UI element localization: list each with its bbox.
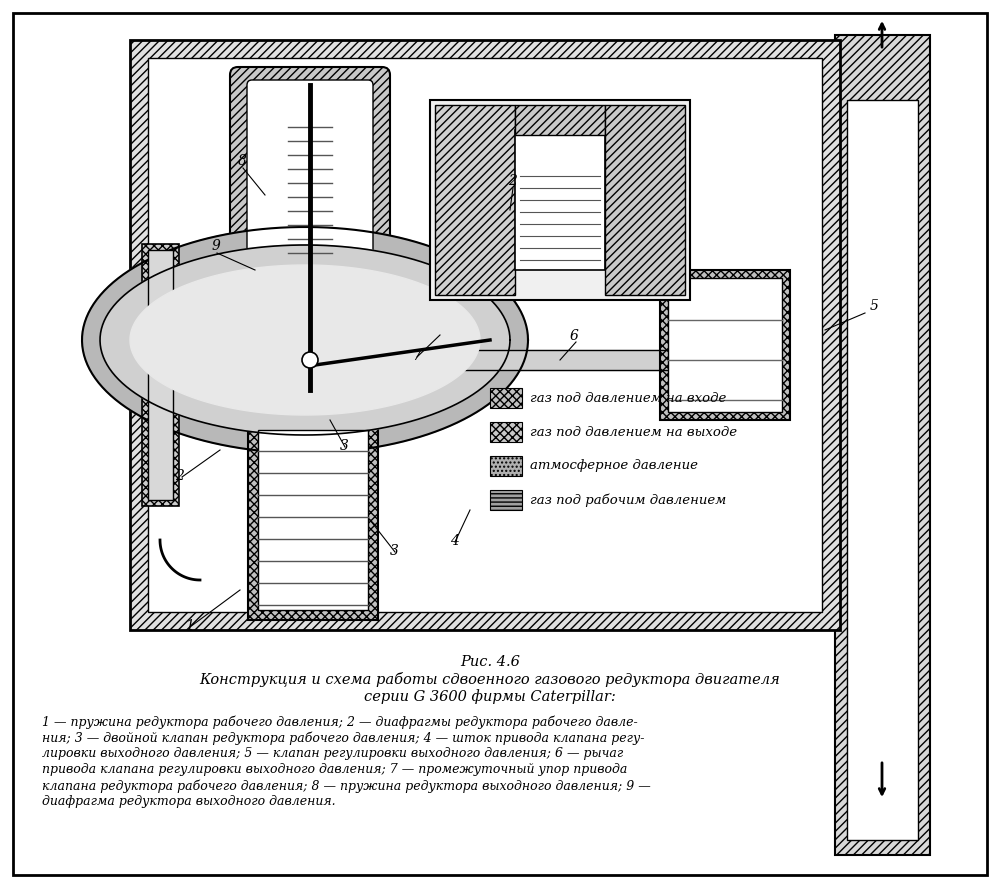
Text: 5: 5 bbox=[870, 299, 879, 313]
Text: 3: 3 bbox=[340, 439, 349, 453]
Text: лировки выходного давления; 5 — клапан регулировки выходного давления; 6 — рычаг: лировки выходного давления; 5 — клапан р… bbox=[42, 747, 623, 760]
Bar bbox=[148, 250, 173, 500]
Text: газ под давлением на выходе: газ под давлением на выходе bbox=[530, 425, 737, 439]
Bar bbox=[142, 244, 179, 506]
Circle shape bbox=[302, 352, 318, 368]
Text: 2: 2 bbox=[175, 469, 184, 483]
Text: 4: 4 bbox=[450, 534, 459, 548]
Bar bbox=[515, 130, 605, 270]
Bar bbox=[835, 35, 930, 855]
Text: 3: 3 bbox=[390, 544, 399, 558]
Bar bbox=[605, 105, 685, 295]
Bar bbox=[258, 430, 368, 610]
Bar bbox=[490, 490, 522, 510]
Text: Конструкция и схема работы сдвоенного газового редуктора двигателя: Конструкция и схема работы сдвоенного га… bbox=[200, 672, 780, 687]
Text: газ под давлением на входе: газ под давлением на входе bbox=[530, 392, 726, 405]
Bar bbox=[148, 58, 822, 612]
Polygon shape bbox=[82, 227, 528, 453]
Bar bbox=[490, 456, 522, 476]
Text: привода клапана регулировки выходного давления; 7 — промежуточный упор привода: привода клапана регулировки выходного да… bbox=[42, 763, 627, 776]
Text: диафрагма редуктора выходного давления.: диафрагма редуктора выходного давления. bbox=[42, 795, 336, 808]
Bar bbox=[435, 105, 515, 295]
Text: атмосферное давление: атмосферное давление bbox=[530, 459, 698, 472]
Text: 7: 7 bbox=[412, 349, 421, 363]
Text: Рис. 4.6: Рис. 4.6 bbox=[460, 655, 520, 669]
Text: 1: 1 bbox=[185, 619, 194, 633]
Polygon shape bbox=[130, 265, 480, 415]
Bar bbox=[490, 388, 522, 408]
Bar bbox=[668, 278, 782, 412]
Bar bbox=[490, 422, 522, 442]
FancyBboxPatch shape bbox=[247, 80, 373, 385]
Bar bbox=[130, 40, 840, 630]
Text: серии G 3600 фирмы Caterpillar:: серии G 3600 фирмы Caterpillar: bbox=[364, 689, 616, 704]
Polygon shape bbox=[380, 350, 700, 370]
Bar bbox=[515, 105, 605, 135]
Text: 9: 9 bbox=[212, 239, 221, 253]
Bar bbox=[660, 270, 790, 420]
Text: ния; 3 — двойной клапан редуктора рабочего давления; 4 — шток привода клапана ре: ния; 3 — двойной клапан редуктора рабоче… bbox=[42, 731, 644, 744]
Text: 1 — пружина редуктора рабочего давления; 2 — диафрагмы редуктора рабочего давле-: 1 — пружина редуктора рабочего давления;… bbox=[42, 715, 638, 728]
FancyBboxPatch shape bbox=[230, 67, 390, 403]
Text: клапана редуктора рабочего давления; 8 — пружина редуктора выходного давления; 9: клапана редуктора рабочего давления; 8 —… bbox=[42, 779, 651, 792]
Text: 2: 2 bbox=[508, 174, 517, 188]
Bar bbox=[248, 420, 378, 620]
Text: 8: 8 bbox=[238, 154, 247, 168]
Bar bbox=[430, 100, 690, 300]
Polygon shape bbox=[100, 245, 510, 435]
Bar bbox=[847, 100, 918, 840]
Text: 6: 6 bbox=[570, 329, 579, 343]
Text: газ под рабочим давлением: газ под рабочим давлением bbox=[530, 493, 726, 507]
